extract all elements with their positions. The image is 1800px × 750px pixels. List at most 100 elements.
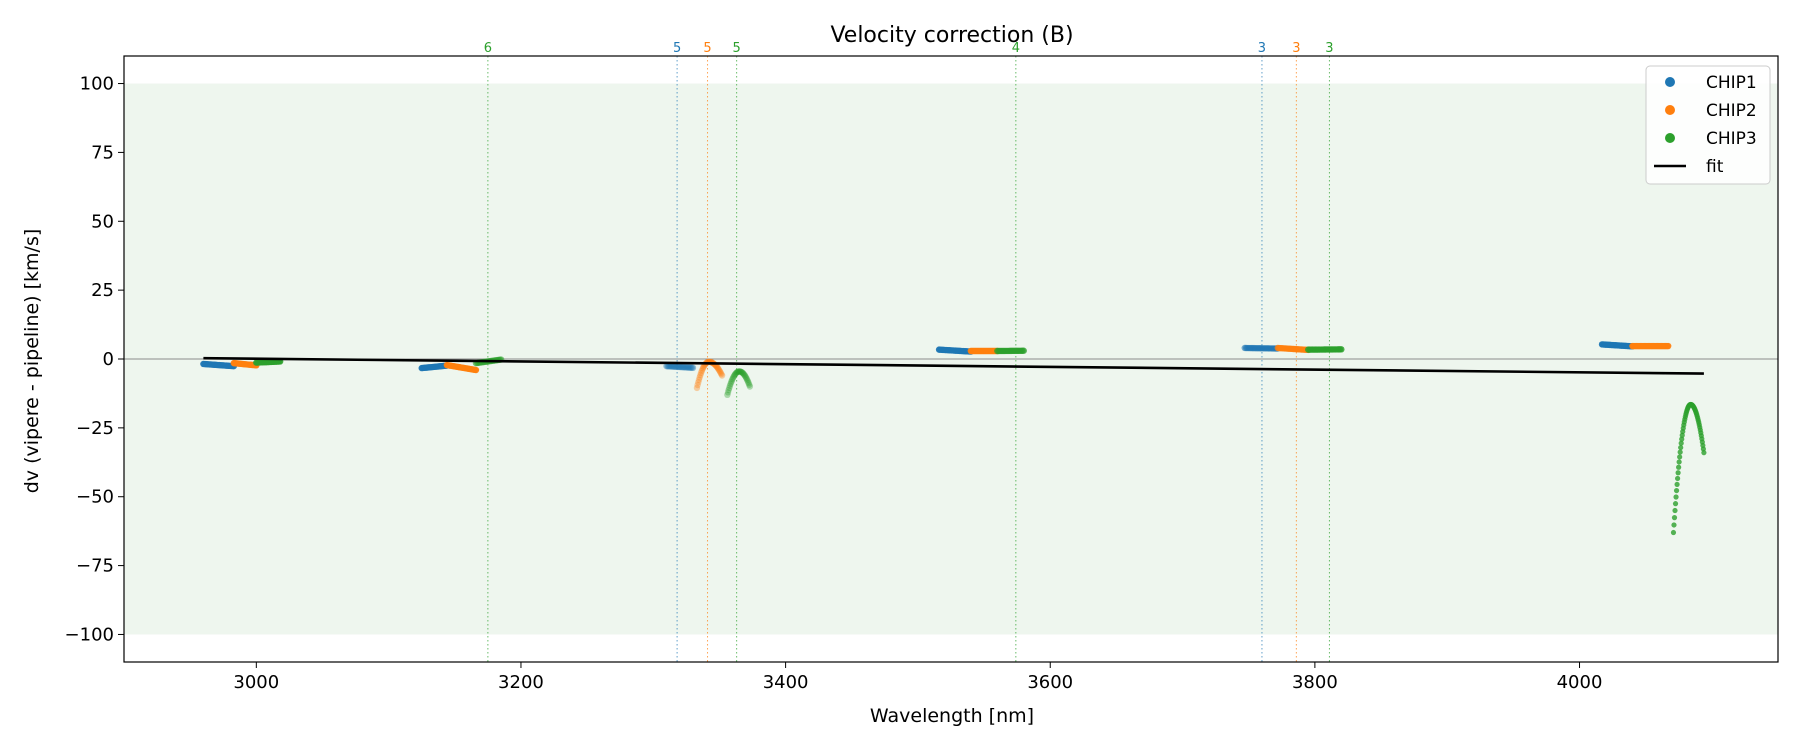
vertical-marker-label: 6 [484,41,492,56]
data-point [714,365,722,372]
x-axis-title: Wavelength [nm] [870,705,1034,727]
data-point [682,364,689,371]
legend-box [1645,65,1771,185]
data-point [744,378,752,385]
y-tick-label: 100 [80,74,114,95]
plot-area: 6 5 5 5 4 3 3 3 3000 3200 3400 3600 3800 4000 100 75 50 2… [65,41,1779,693]
data-point [668,363,675,370]
data-point [1673,487,1680,494]
x-tick-label: 3000 [233,672,279,693]
data-point [713,363,720,370]
data-point [1672,501,1679,507]
data-point [743,375,750,382]
vertical-marker-label: 3 [1292,41,1300,56]
data-point [734,368,741,376]
data-point [738,368,745,376]
data-point [740,370,747,377]
data-point [716,368,724,375]
data-point [1677,454,1683,460]
legend-label-chip3: CHIP3 [1706,129,1757,149]
legend-marker-chip3 [1665,133,1675,143]
legend-marker-chip2 [1665,105,1675,115]
data-point [677,363,684,371]
data-point [1672,507,1678,514]
data-point [737,368,745,375]
data-point [716,367,723,374]
data-point [667,363,674,370]
data-point [727,380,734,388]
fit-line [203,356,1704,375]
chart-title: Velocity correction (B) [830,23,1073,48]
y-tick-label: −50 [76,487,114,508]
vertical-marker-label: 5 [673,41,681,56]
data-point [1675,470,1681,476]
y-tick-label: 25 [91,280,114,301]
data-point [699,366,706,373]
data-point [738,369,746,376]
data-point [1674,481,1680,488]
data-point [728,377,736,384]
data-point [736,368,743,375]
data-point [739,369,747,377]
legend-label-fit: fit [1706,157,1724,177]
data-point [1677,449,1683,455]
data-point [742,374,750,381]
x-tick-label: 3600 [1027,672,1073,693]
data-point [1664,342,1672,350]
data-point [714,364,721,371]
data-point [742,373,749,380]
vertical-marker-label: 3 [1325,41,1333,56]
vertical-marker-label: 5 [733,41,741,56]
data-point [746,383,754,390]
data-point [746,381,753,388]
data-point [729,375,736,383]
data-point [665,363,673,370]
vertical-marker-label: 5 [703,41,711,56]
data-point [1679,436,1685,442]
data-point [724,389,732,396]
legend-label-chip2: CHIP2 [1706,101,1757,121]
legend-marker-chip1 [1665,77,1675,87]
data-point [724,391,731,399]
vertical-marker-label: 4 [1012,41,1020,56]
data-point [715,366,722,373]
data-point [688,364,695,371]
data-point [1678,444,1684,451]
series-chip3 [253,346,1707,536]
legend: CHIP1 CHIP2 CHIP3 fit [1645,65,1771,185]
y-tick-label: −100 [65,624,114,645]
x-tick-label: 4000 [1557,672,1603,693]
data-point [744,376,751,384]
series-chip1 [200,341,1636,372]
data-point [472,366,480,374]
data-point [664,363,671,370]
data-point [695,379,702,386]
data-point [725,386,732,394]
data-point [728,378,735,386]
x-tick-label: 3800 [1292,672,1338,693]
x-tick-label: 3400 [763,672,809,693]
data-point [740,371,748,378]
data-point [699,364,707,372]
data-point [679,363,687,371]
data-point [675,363,683,371]
data-point [695,376,703,383]
data-point [731,371,739,378]
data-point [1671,515,1678,521]
data-point [1674,475,1681,482]
data-point [687,364,694,371]
data-point [1670,529,1677,536]
data-point [726,384,733,392]
data-point [1701,450,1707,456]
data-point [669,363,677,370]
data-point [693,384,701,392]
data-point [1678,440,1684,446]
data-point [683,364,690,371]
data-point [696,374,703,381]
data-point [1020,347,1027,354]
data-point [731,372,738,379]
y-tick-label: −25 [76,418,114,439]
y-tick-label: −75 [76,556,114,577]
y-tick-label: 75 [91,142,114,163]
